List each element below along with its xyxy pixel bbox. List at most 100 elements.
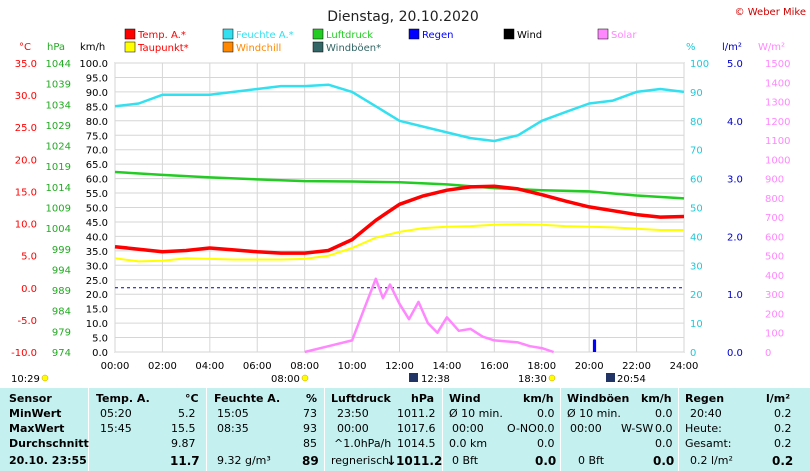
x-tick-label: 10:00	[338, 361, 367, 372]
series-line	[114, 83, 685, 143]
moon-time-label: 12:38	[421, 374, 450, 385]
rain-today-label: Heute:	[685, 422, 722, 435]
y-tick-label: -5.0	[17, 316, 37, 327]
y-tick-label: 60	[690, 175, 703, 186]
moonrise-time-label: 08:00	[271, 374, 300, 385]
y-tick-label: 1500	[765, 59, 790, 70]
y-tick-label: 55.0	[86, 189, 108, 200]
y-tick-label: 1000	[765, 155, 790, 166]
absolute-humidity: 9.32 g/m³	[217, 454, 271, 467]
statistics-table: Sensor Temp. A. °C Feuchte A. % Luftdruc…	[0, 388, 810, 471]
series-line	[304, 277, 554, 354]
x-tick-label: 18:00	[527, 361, 556, 372]
min-press-time: 23:50	[337, 407, 369, 420]
chart-series	[114, 83, 685, 354]
y-tick-label: 984	[52, 307, 71, 318]
y-tick-label: 200	[765, 309, 784, 320]
y-tick-label: 50	[690, 204, 703, 215]
y-tick-label: 20	[690, 290, 703, 301]
pressure-down-arrow: ↓	[386, 454, 397, 469]
y-tick-label: 20.0	[15, 155, 37, 166]
y-tick-label: 1019	[46, 162, 71, 173]
y-tick-label: 90.0	[86, 88, 108, 99]
current-temp-value: 11.7	[170, 454, 200, 468]
sunrise-time-label: 10:29	[11, 374, 40, 385]
x-tick-label: 02:00	[148, 361, 177, 372]
legend-swatch	[222, 28, 234, 40]
max-hum-value: 93	[303, 422, 317, 435]
header-rain-unit: l/m²	[766, 392, 791, 405]
legend-swatch	[312, 41, 324, 53]
y-tick-label: 50.0	[86, 204, 108, 215]
temp-axis-unit: °C	[19, 42, 31, 53]
current-datetime: 20.10. 23:55	[9, 454, 87, 467]
current-rain-desc: 0.2 l/m²	[690, 454, 733, 467]
x-tick-label: 14:00	[433, 361, 462, 372]
legend-label: Solar	[611, 30, 637, 41]
min-temp-value: 5.2	[178, 407, 196, 420]
moon-icon	[409, 373, 418, 382]
max-gust-time: 00:00	[570, 422, 602, 435]
row-label: Durchschnitt	[9, 437, 89, 450]
header-temp-unit: °C	[185, 392, 199, 405]
sun-moon-markers: 10:29 08:00 12:38 18:30 20:54	[11, 373, 646, 385]
chart-legend: Temp. A.* Feuchte A.* Luftdruck Regen Wind So…	[124, 28, 637, 54]
y-tick-label: 85.0	[86, 102, 108, 113]
min-hum-value: 73	[303, 407, 317, 420]
header-pressure-unit: hPa	[411, 392, 435, 405]
current-hum-value: 89	[302, 454, 319, 468]
legend-label: Luftdruck	[326, 30, 373, 41]
min-hum-time: 15:05	[217, 407, 249, 420]
max-press-time: 00:00	[337, 422, 369, 435]
y-tick-label: 700	[765, 213, 784, 224]
y-tick-label: 60.0	[86, 175, 108, 186]
avg-temp-value: 9.87	[171, 437, 196, 450]
moonset-time-label: 20:54	[617, 374, 646, 385]
y-tick-label: 15.0	[86, 305, 108, 316]
current-gust-bft: 0 Bft	[578, 454, 605, 467]
current-press-value: 1011.2	[396, 454, 443, 468]
y-tick-label: 10	[690, 319, 703, 330]
y-tick-label: 0.0	[21, 284, 37, 295]
y-tick-label: 80	[690, 117, 703, 128]
y-tick-label: 20.0	[86, 290, 108, 301]
y-tick-label: 1004	[46, 224, 71, 235]
min-rain-value: 0.2	[774, 407, 792, 420]
y-tick-label: 70.0	[86, 146, 108, 157]
rain-total-value: 0.2	[774, 437, 792, 450]
rain-total-label: Gesamt:	[685, 437, 732, 450]
y-tick-label: 10.0	[86, 319, 108, 330]
min-wind-value: 0.0	[537, 407, 555, 420]
y-tick-label: 989	[52, 286, 71, 297]
current-rain-value: 0.2	[772, 454, 794, 468]
avg-wind-value: 0.0	[537, 437, 555, 450]
legend-label: Taupunkt*	[137, 43, 189, 54]
y-tick-label: 600	[765, 232, 784, 243]
table-row-current: 20.10. 23:55 11.7 9.32 g/m³ 89 regnerisc…	[0, 454, 810, 469]
x-tick-label: 16:00	[480, 361, 509, 372]
y-tick-label: 1200	[765, 117, 790, 128]
pressure-axis-unit: hPa	[47, 42, 65, 53]
y-tick-label: 5.0	[21, 252, 37, 263]
max-temp-time: 15:45	[100, 422, 132, 435]
y-tick-label: 45.0	[86, 218, 108, 229]
y-tick-label: 100	[765, 329, 784, 340]
max-gust-value: 0.0	[655, 422, 673, 435]
legend-label: Windböen*	[326, 43, 381, 54]
y-tick-label: 30.0	[15, 91, 37, 102]
header-wind-unit: km/h	[523, 392, 554, 405]
series-line	[114, 184, 685, 255]
y-tick-label: 400	[765, 271, 784, 282]
current-wind-bft: 0 Bft	[452, 454, 479, 467]
y-tick-label: 4.0	[727, 117, 743, 128]
y-tick-label: 1.0	[727, 290, 743, 301]
y-tick-label: 1009	[46, 204, 71, 215]
row-label: MaxWert	[9, 422, 65, 435]
y-tick-label: 5.0	[727, 59, 743, 70]
table-row-average: Durchschnitt 9.87 85 ^1.0hPa/h 1014.5 0.…	[0, 437, 810, 451]
y-tick-label: 100	[690, 59, 709, 70]
y-tick-label: 10.0	[15, 220, 37, 231]
y-tick-label: 65.0	[86, 160, 108, 171]
min-rain-time: 20:40	[690, 407, 722, 420]
chart-title: Dienstag, 20.10.2020	[327, 9, 478, 25]
